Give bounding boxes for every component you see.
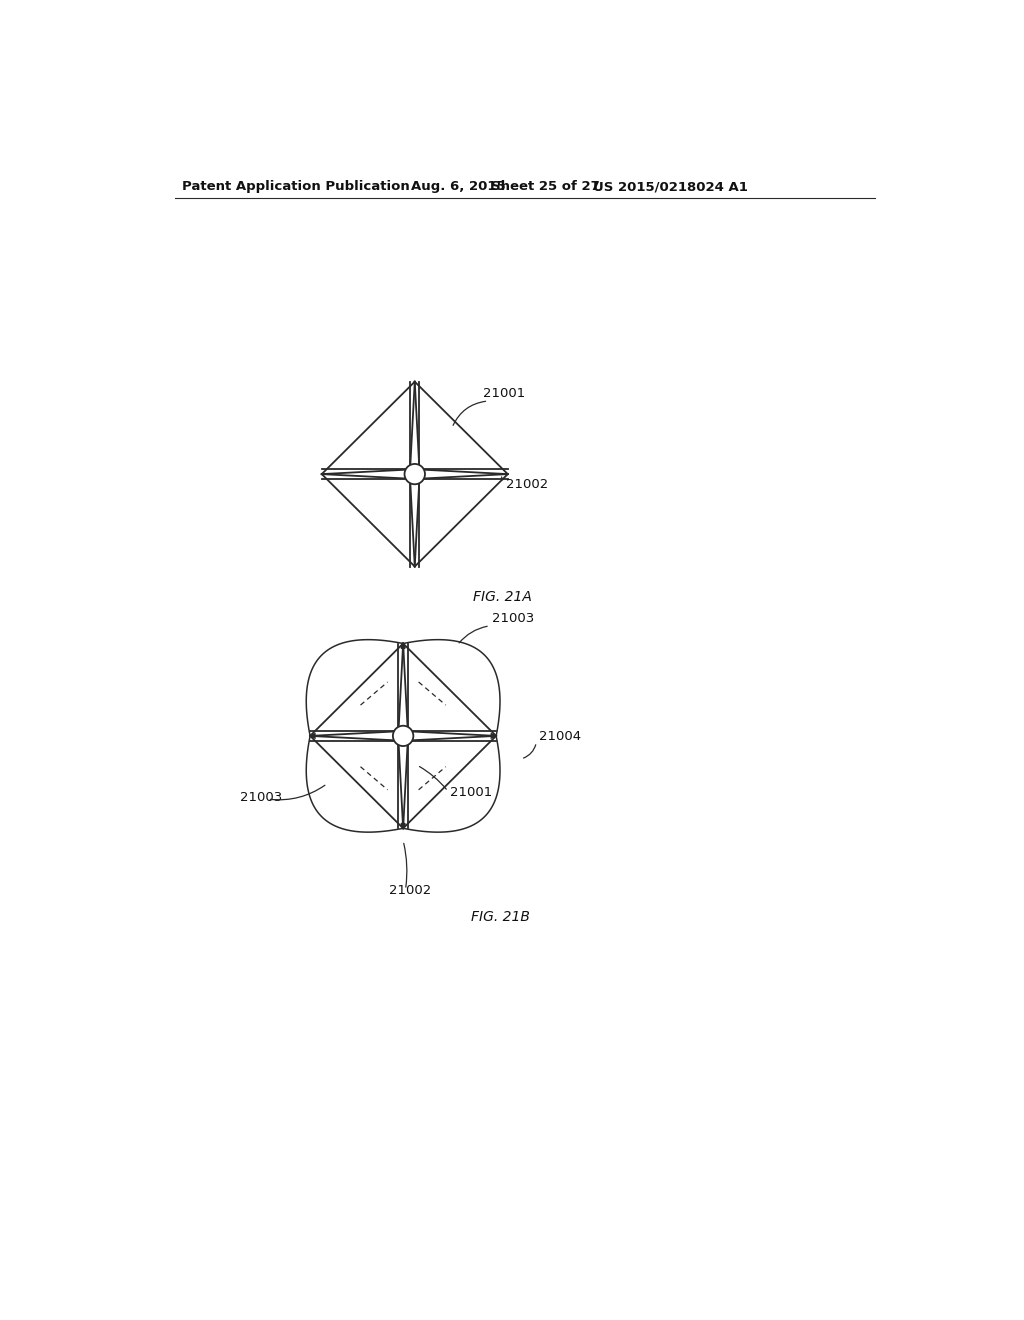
Text: 21002: 21002 <box>506 478 549 491</box>
Text: FIG. 21A: FIG. 21A <box>473 590 531 605</box>
Text: Sheet 25 of 27: Sheet 25 of 27 <box>490 181 599 194</box>
FancyArrow shape <box>401 644 406 653</box>
FancyArrow shape <box>310 734 319 738</box>
Text: 21004: 21004 <box>539 730 581 743</box>
FancyArrow shape <box>401 818 406 829</box>
Text: 21002: 21002 <box>389 884 431 896</box>
Text: 21001: 21001 <box>483 387 525 400</box>
Text: US 2015/0218024 A1: US 2015/0218024 A1 <box>593 181 748 194</box>
Text: Aug. 6, 2015: Aug. 6, 2015 <box>411 181 506 194</box>
Text: 21003: 21003 <box>493 612 535 624</box>
Text: 21003: 21003 <box>241 792 283 804</box>
Circle shape <box>393 726 414 746</box>
Text: Patent Application Publication: Patent Application Publication <box>182 181 410 194</box>
Text: FIG. 21B: FIG. 21B <box>471 909 530 924</box>
Text: 21001: 21001 <box>450 785 492 799</box>
Circle shape <box>404 463 425 484</box>
FancyArrow shape <box>486 734 496 738</box>
